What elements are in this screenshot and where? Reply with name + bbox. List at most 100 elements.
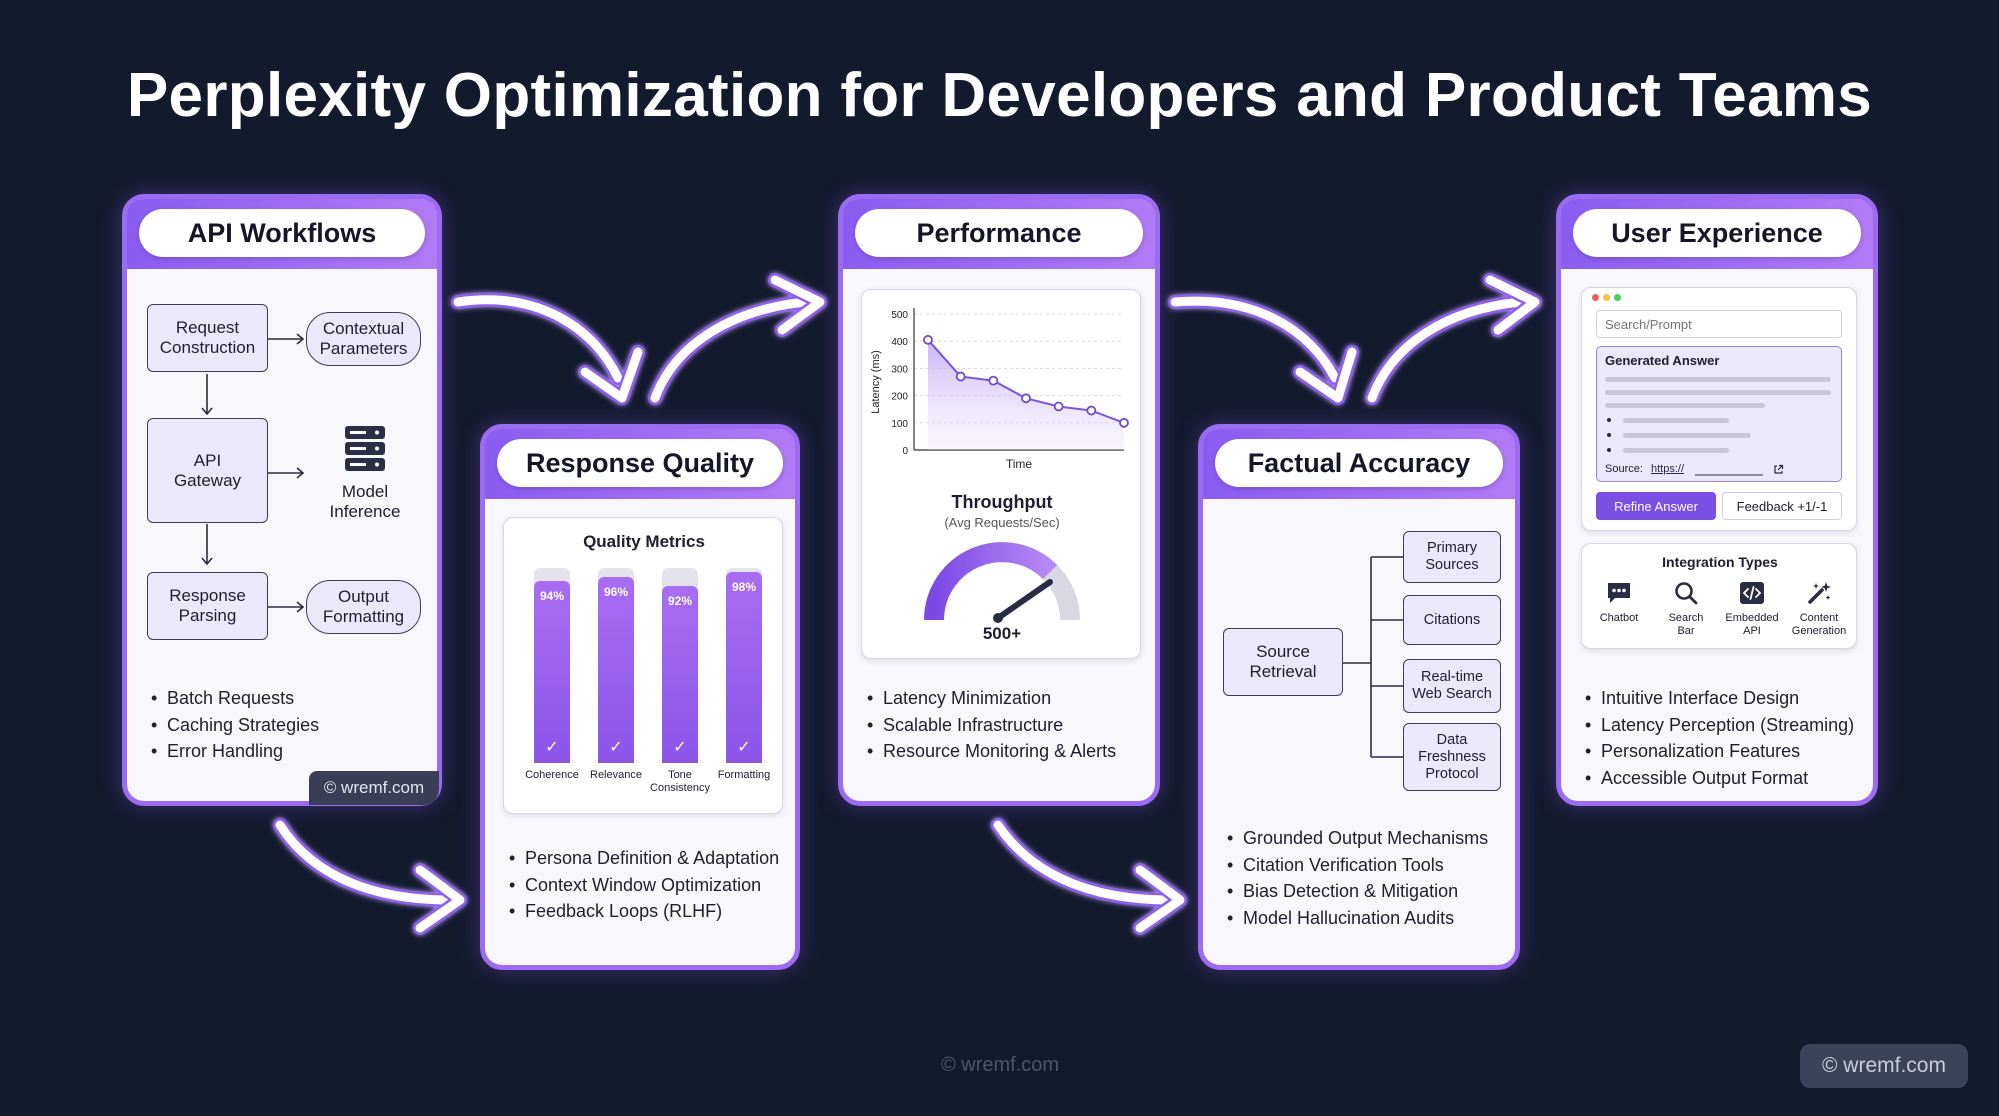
contextual-parameters-pill: Contextual Parameters <box>306 312 421 366</box>
feedback-button[interactable]: Feedback +1/-1 <box>1722 492 1842 520</box>
page-title: Perplexity Optimization for Developers a… <box>126 61 1873 130</box>
y-tick-label: 100 <box>891 419 908 430</box>
magic-wand-icon <box>1808 582 1831 604</box>
latency-point <box>1119 417 1129 428</box>
bullet-item: Accessible Output Format <box>1583 765 1879 792</box>
api-workflows-bullets: Batch Requests Caching Strategies Error … <box>149 685 429 765</box>
gauge-value: 500+ <box>982 624 1022 643</box>
y-axis-label: Latency (ms) <box>870 350 882 414</box>
source-retrieval-box: Source Retrieval <box>1223 628 1343 696</box>
answer-bullet-dot <box>1607 433 1611 437</box>
bullet-item: Model Hallucination Audits <box>1225 905 1521 932</box>
metric-bar <box>662 585 698 763</box>
source-label: Source: <box>1605 463 1643 475</box>
answer-text-line <box>1623 418 1729 423</box>
performance-bullets: Latency Minimization Scalable Infrastruc… <box>865 685 1155 765</box>
center-watermark: © wremf.com <box>940 1054 1060 1076</box>
corner-watermark: © wremf.com <box>1800 1044 1968 1088</box>
answer-text-line <box>1605 377 1831 382</box>
integration-chatbot[interactable]: Chatbot <box>1587 580 1651 625</box>
bullet-item: Context Window Optimization <box>507 872 797 899</box>
latency-point <box>1021 393 1031 404</box>
primary-sources-box: Primary Sources <box>1403 531 1501 583</box>
bullet-item: Personalization Features <box>1583 738 1879 765</box>
search-prompt-input[interactable] <box>1596 310 1842 338</box>
checkmark-icon: ✓ <box>545 739 559 756</box>
metric-label: Relevance <box>590 769 642 781</box>
request-construction-box: Request Construction <box>147 304 268 372</box>
card-header: Response Quality <box>497 439 783 487</box>
external-link-icon[interactable] <box>1773 464 1784 475</box>
refine-answer-button[interactable]: Refine Answer <box>1596 492 1716 520</box>
throughput-title: Throughput <box>951 492 1053 512</box>
card-header: API Workflows <box>139 209 425 257</box>
close-dot-icon <box>1592 294 1599 301</box>
answer-bullet-dot <box>1607 448 1611 452</box>
output-formatting-pill: Output Formatting <box>306 580 421 634</box>
flow-connectors <box>201 333 305 613</box>
bullet-item: Scalable Infrastructure <box>865 712 1155 739</box>
bullet-item: Bias Detection & Mitigation <box>1225 878 1521 905</box>
card-watermark: © wremf.com <box>309 771 439 805</box>
integration-label: Content Generation <box>1791 612 1847 637</box>
quality-metrics-panel: Quality Metrics 94% ✓ Coherence 96% ✓ Relevan… <box>503 517 783 814</box>
y-tick-label: 400 <box>891 337 908 348</box>
factual-accuracy-card: Factual Accuracy Source Retrieval Primar… <box>1198 424 1520 970</box>
arrow-accuracy-to-ux <box>1365 273 1542 405</box>
user-experience-card: User Experience Generated Answer Source:… <box>1556 194 1878 806</box>
answer-text-line <box>1605 403 1765 408</box>
y-tick-label: 200 <box>891 392 908 403</box>
arrow-performance-bottom <box>991 818 1187 935</box>
metric-label: Formatting <box>717 769 771 781</box>
data-freshness-protocol-box: Data Freshness Protocol <box>1403 723 1501 791</box>
metric-value-label: 94% <box>539 589 565 604</box>
metric-value-label: 96% <box>603 584 629 599</box>
metric-value-label: 98% <box>731 580 757 595</box>
bullet-item: Grounded Output Mechanisms <box>1225 825 1521 852</box>
response-parsing-box: Response Parsing <box>147 572 268 640</box>
latency-area <box>928 339 1124 450</box>
integration-label: Search Bar <box>1668 612 1704 637</box>
answer-text-line <box>1623 448 1729 453</box>
bullet-item: Error Handling <box>149 738 429 765</box>
performance-panel: 0 100 200 300 400 500 Time Latency (ms) Through… <box>861 289 1141 659</box>
integration-embedded-api[interactable]: Embedded API <box>1720 580 1784 638</box>
bullet-item: Caching Strategies <box>149 712 429 739</box>
bullet-item: Latency Minimization <box>865 685 1155 712</box>
arrow-api-bottom <box>273 818 467 935</box>
source-tree-connectors <box>1343 556 1403 758</box>
card-header: Performance <box>855 209 1143 257</box>
bullet-item: Resource Monitoring & Alerts <box>865 738 1155 765</box>
generated-answer-title: Generated Answer <box>1605 353 1720 368</box>
checkmark-icon: ✓ <box>673 739 687 756</box>
checkmark-icon: ✓ <box>737 739 751 756</box>
arrow-api-to-quality <box>451 292 645 405</box>
user-experience-bullets: Intuitive Interface Design Latency Perce… <box>1583 685 1879 791</box>
latency-point <box>955 371 966 382</box>
latency-point <box>1053 401 1064 412</box>
model-inference-label: Model Inference <box>329 482 401 521</box>
latency-point <box>988 375 999 386</box>
search-icon <box>1675 582 1698 605</box>
chat-icon <box>1608 583 1630 603</box>
throughput-gauge <box>924 542 1080 623</box>
source-link[interactable]: https:// <box>1651 463 1685 475</box>
integration-search-bar[interactable]: Search Bar <box>1654 580 1718 638</box>
latency-point <box>1086 405 1097 416</box>
factual-accuracy-bullets: Grounded Output Mechanisms Citation Veri… <box>1225 825 1521 931</box>
integration-content-generation[interactable]: Content Generation <box>1787 580 1851 638</box>
throughput-subtitle: (Avg Requests/Sec) <box>944 515 1060 530</box>
metric-bar <box>598 576 634 763</box>
latency-point <box>923 334 933 345</box>
bullet-item: Persona Definition & Adaptation <box>507 845 797 872</box>
x-axis-label: Time <box>1006 457 1033 471</box>
performance-card: Performance 0 100 200 300 400 500 Time Latency … <box>838 194 1160 806</box>
metric-label: Tone Consistency <box>650 769 710 794</box>
card-header: User Experience <box>1573 209 1861 257</box>
integration-types-title: Integration Types <box>1662 554 1778 570</box>
card-header: Factual Accuracy <box>1215 439 1503 487</box>
answer-text-line <box>1605 390 1831 395</box>
citations-box: Citations <box>1403 595 1501 645</box>
code-icon <box>1740 582 1764 604</box>
